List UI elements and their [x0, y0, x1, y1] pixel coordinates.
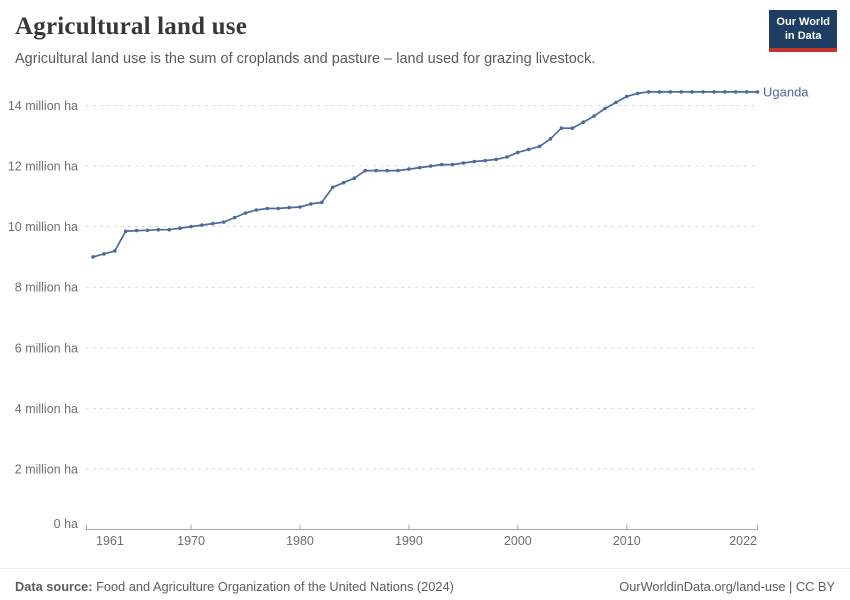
data-point-marker — [559, 126, 564, 130]
data-point-marker — [178, 226, 182, 230]
data-point-marker — [679, 90, 683, 94]
data-point-marker — [102, 252, 106, 256]
data-point-marker — [625, 94, 629, 99]
data-point-marker — [298, 205, 302, 209]
data-source-label: Data source: — [15, 579, 93, 594]
data-point-marker — [211, 221, 215, 226]
data-point-marker — [407, 167, 411, 171]
data-point-marker — [570, 126, 575, 130]
x-tick-label: 2000 — [504, 534, 532, 548]
data-point-marker — [505, 155, 509, 159]
chart-footer: Data source: Food and Agriculture Organi… — [0, 568, 850, 600]
citation-link[interactable]: OurWorldinData.org/land-use | CC BY — [619, 579, 835, 594]
y-tick-label: 8 million ha — [15, 281, 78, 295]
data-point-marker — [91, 255, 95, 259]
y-tick-label: 10 million ha — [8, 220, 78, 234]
data-point-marker — [744, 90, 749, 94]
data-source-value: Food and Agriculture Organization of the… — [96, 579, 454, 594]
x-tick-label: 1980 — [286, 534, 314, 548]
data-point-marker — [614, 100, 618, 105]
data-point-marker — [265, 206, 270, 211]
data-point-marker — [352, 176, 357, 180]
data-point-marker — [243, 211, 248, 215]
data-point-marker — [603, 106, 607, 111]
data-point-marker — [320, 200, 324, 205]
data-point-marker — [516, 150, 520, 155]
gridlines — [86, 105, 758, 470]
data-point-marker — [330, 185, 335, 190]
data-point-marker — [755, 90, 760, 94]
data-point-marker — [723, 90, 727, 94]
y-tick-label: 0 ha — [54, 517, 78, 531]
series-uganda: Uganda — [91, 84, 809, 259]
data-point-marker — [537, 144, 542, 149]
data-point-marker — [221, 220, 226, 224]
page-title: Agricultural land use — [15, 13, 247, 40]
data-point-marker — [113, 249, 117, 253]
data-point-marker — [690, 90, 694, 94]
x-tick-label: 2010 — [613, 534, 641, 548]
data-point-marker — [635, 91, 640, 96]
data-point-marker — [232, 215, 237, 220]
data-point-marker — [145, 228, 150, 233]
chart-subtitle: Agricultural land use is the sum of crop… — [15, 51, 596, 67]
series-label: Uganda — [763, 84, 809, 99]
data-point-marker — [712, 90, 716, 94]
x-tick-label: 2022 — [729, 534, 757, 548]
y-tick-label: 12 million ha — [8, 160, 78, 174]
data-point-marker — [646, 90, 651, 94]
data-point-marker — [200, 223, 204, 227]
data-point-marker — [189, 224, 193, 229]
data-point-marker — [287, 205, 291, 210]
data-point-marker — [134, 228, 139, 233]
chart-header: Agricultural land use Agricultural land … — [15, 12, 750, 69]
owid-logo[interactable]: Our World in Data — [769, 10, 837, 52]
data-point-marker — [309, 202, 313, 206]
data-point-marker — [341, 180, 346, 185]
data-point-marker — [439, 162, 444, 167]
data-point-marker — [450, 162, 455, 167]
data-point-marker — [276, 206, 281, 211]
owid-logo-line1: Our World — [776, 16, 830, 28]
owid-logo-line2: in Data — [784, 30, 822, 43]
y-tick-label: 14 million ha — [8, 99, 78, 113]
data-point-marker — [483, 158, 488, 163]
data-point-marker — [494, 157, 498, 162]
data-point-marker — [396, 168, 400, 173]
y-tick-label: 2 million ha — [15, 462, 78, 476]
data-point-marker — [657, 90, 662, 94]
data-point-marker — [254, 208, 259, 212]
data-point-marker — [526, 147, 531, 152]
data-point-marker — [363, 168, 368, 173]
x-axis — [86, 524, 758, 530]
data-point-marker — [581, 120, 585, 124]
data-point-marker — [733, 90, 738, 94]
data-point-marker — [472, 159, 477, 164]
data-point-marker — [428, 164, 433, 168]
series-line — [92, 91, 759, 258]
data-point-marker — [592, 114, 596, 118]
data-point-marker — [156, 227, 161, 232]
data-point-marker — [123, 229, 128, 233]
y-axis-labels: 0 ha 2 million ha 4 million ha 6 million ha… — [8, 99, 78, 531]
data-point-marker — [668, 90, 673, 94]
data-point-marker — [461, 161, 466, 165]
data-point-marker — [167, 227, 172, 232]
data-point-marker — [418, 165, 422, 170]
y-tick-label: 4 million ha — [15, 402, 78, 416]
y-tick-label: 6 million ha — [15, 341, 78, 355]
data-point-marker — [548, 137, 553, 141]
data-point-marker — [374, 168, 379, 173]
x-axis-labels: 1961 1970 1980 1990 2000 2010 2022 — [96, 534, 757, 548]
data-point-marker — [385, 168, 389, 173]
x-tick-label: 1990 — [395, 534, 423, 548]
data-point-marker — [701, 90, 705, 94]
x-tick-label: 1961 — [96, 534, 124, 548]
x-tick-label: 1970 — [177, 534, 205, 548]
